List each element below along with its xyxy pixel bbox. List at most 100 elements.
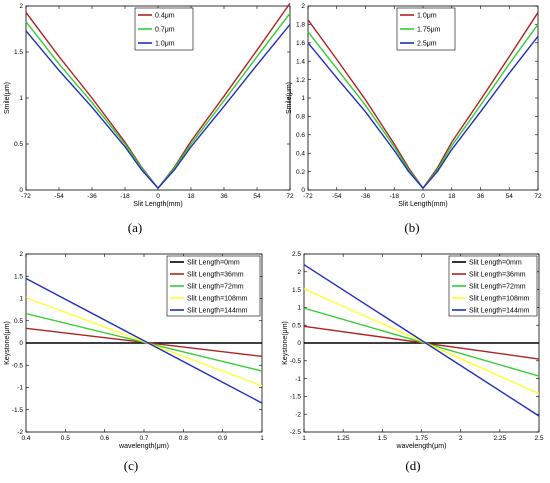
y-tick-label: 0.8 [296,114,305,121]
x-tick-label: 0.5 [61,435,70,442]
x-tick-label: 0.9 [218,435,227,442]
y-tick-label: 2 [19,251,23,258]
chart-b: -72 -54 -36 -18 0 18 36 54 72 0 0.2 0.4 0.6 0.8 1 1.2 1.… [286,3,542,235]
y-tick-label: 1.2 [296,77,305,84]
series-line-2 [307,35,539,189]
y-tick-label: 0 [297,340,301,347]
legend-label-2: 1.0μm [155,40,175,47]
panel-caption: (b) [404,220,419,235]
x-tick-label: 2.25 [494,435,507,442]
y-tick-label: 1 [301,95,305,102]
x-axis-label: Slit Length(mm) [133,201,182,208]
series-line-4 [25,277,263,404]
x-tick-label: -36 [361,193,371,200]
x-tick-label: 0.7 [139,435,148,442]
panel-caption: (d) [405,458,420,473]
y-tick-label: 0.5 [14,318,23,325]
x-tick-label: 18 [448,193,456,200]
series-line-4 [303,264,540,417]
y-tick-label: 1.5 [14,49,23,56]
y-tick-label: -2 [295,411,301,418]
y-tick-label: 0.6 [296,132,305,139]
x-tick-label: -18 [390,193,400,200]
panel-caption: (c) [124,458,138,473]
x-tick-label: 1.25 [337,435,350,442]
y-tick-label: -2 [17,429,23,436]
series-line-2 [25,23,291,189]
legend-label-0: 0.4μm [155,12,175,19]
chart-d: 1 1.25 1.5 1.75 2 2.25 2.5 -2.5 -2 -1.5 -1 -0.5 0 0.5… [282,251,544,473]
series-line-2 [303,307,540,377]
x-tick-label: -36 [87,193,97,200]
y-tick-label: -1.5 [290,394,302,401]
legend-label-4: Slit Length=144mm [469,307,530,314]
legend-label-0: Slit Length=0mm [469,259,522,266]
x-tick-label: 0 [156,193,160,200]
panel-caption: (a) [128,220,142,235]
series-line-3 [25,296,263,387]
y-tick-label: 0 [19,187,23,194]
chart-c: 0.4 0.5 0.6 0.7 0.8 0.9 1 -2 -1.5 -1 -0.5 0 0.5 1 1.5 2… [4,251,264,473]
legend-label-4: Slit Length=144mm [187,307,248,314]
y-tick-label: -1 [17,385,23,392]
x-tick-label: 36 [477,193,485,200]
legend-label-2: Slit Length=72mm [187,283,244,290]
legend-label-1: 1.75μm [417,26,441,33]
legend-label-2: Slit Length=72mm [469,283,526,290]
legend: Slit Length=0mm Slit Length=36mm Slit Leng… [166,255,261,317]
x-tick-label: -54 [332,193,342,200]
x-tick-label: -18 [120,193,130,200]
legend-label-0: 1.0μm [417,12,437,19]
y-tick-label: 1.4 [296,58,305,65]
legend: 0.4μm 0.7μm 1.0μm [134,7,194,51]
y-tick-label: 1.8 [296,22,305,29]
y-axis-label: Keystone(μm) [282,321,289,365]
y-tick-label: -0.5 [12,362,24,369]
legend-label-3: Slit Length=108mm [469,295,530,302]
y-tick-label: 1 [19,95,23,102]
x-tick-label: 1.5 [378,435,387,442]
x-tick-label: 1 [302,435,306,442]
x-tick-label: 72 [534,193,542,200]
legend-label-1: Slit Length=36mm [469,271,526,278]
y-axis-label: Smile(μm) [286,82,293,114]
x-tick-label: 0 [421,193,425,200]
legend: Slit Length=0mm Slit Length=36mm Slit Leng… [448,255,538,317]
legend-label-0: Slit Length=0mm [187,259,240,266]
y-tick-label: 2.5 [292,251,301,258]
y-tick-label: 0.5 [14,141,23,148]
x-axis-label: wavelength(μm) [396,443,447,450]
x-tick-label: 0.8 [179,435,188,442]
x-tick-label: 36 [220,193,228,200]
y-tick-label: -0.5 [290,358,302,365]
x-tick-label: 18 [187,193,195,200]
series-line-3 [303,288,540,395]
y-tick-label: 1.6 [296,40,305,47]
x-axis-label: wavelength(μm) [118,443,169,450]
legend-label-3: Slit Length=108mm [187,295,248,302]
y-tick-label: 2 [19,3,23,10]
legend-label-2: 2.5μm [417,40,437,47]
legend-label-1: 0.7μm [155,26,175,33]
y-tick-label: 1.5 [14,273,23,280]
x-tick-label: 2.5 [534,435,543,442]
y-tick-label: 0.2 [296,169,305,176]
y-tick-label: -1.5 [12,407,24,414]
legend-label-1: Slit Length=36mm [187,271,244,278]
y-tick-label: -2.5 [290,429,302,436]
y-tick-label: -1 [295,376,301,383]
y-tick-label: 0 [19,340,23,347]
x-tick-label: 1 [260,435,264,442]
x-tick-label: -72 [303,193,313,200]
x-tick-label: -72 [21,193,31,200]
y-tick-label: 1 [297,305,301,312]
x-axis-label: Slit Length(mm) [398,201,447,208]
y-tick-label: 0.5 [292,322,301,329]
x-tick-label: 54 [506,193,514,200]
y-axis-label: Keystone(μm) [4,321,11,365]
x-tick-label: -54 [54,193,64,200]
y-axis-label: Smile(μm) [4,82,11,114]
chart-a: -72 -54 -36 -18 0 18 36 54 72 0 0.5 1 1.5 2 Slit Lengt… [4,2,294,235]
legend: 1.0μm 1.75μm 2.5μm [396,7,456,51]
